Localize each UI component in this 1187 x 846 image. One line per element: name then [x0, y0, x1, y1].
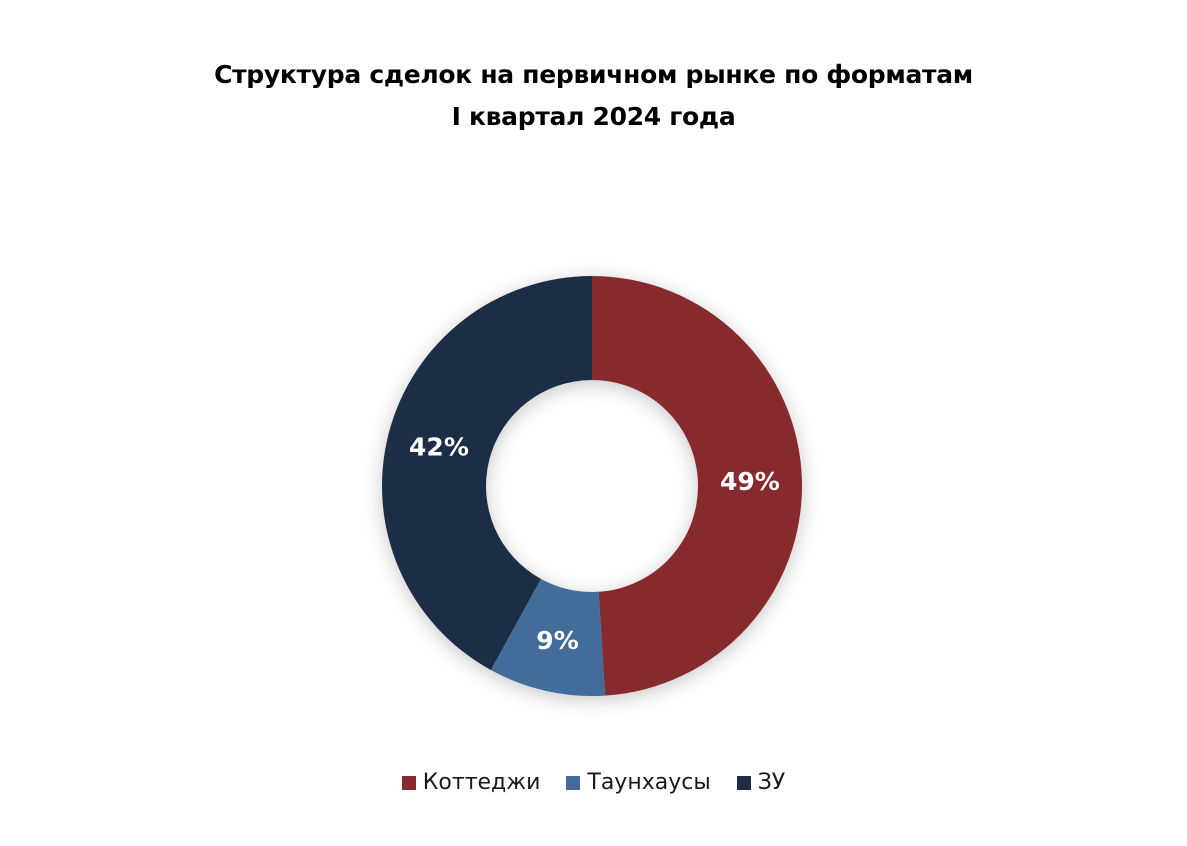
chart-subtitle: I квартал 2024 года [451, 102, 736, 131]
legend-label: Коттеджи [422, 770, 541, 795]
chart-legend: Коттеджи Таунхаусы ЗУ [0, 770, 1187, 795]
legend-item: ЗУ [736, 770, 786, 795]
legend-label: ЗУ [757, 770, 786, 795]
slice-data-label: 42% [409, 433, 469, 462]
donut-slice-3 [382, 276, 592, 671]
chart-title: Структура сделок на первичном рынке по ф… [0, 54, 1187, 138]
legend-swatch [401, 775, 416, 790]
legend-swatch [736, 775, 751, 790]
slice-data-label: 49% [720, 467, 780, 496]
legend-label: Таунхаусы [587, 770, 711, 795]
donut-slice-2 [490, 578, 606, 697]
donut-slices [382, 276, 803, 697]
donut-data-labels: 49% 9% 42% [409, 433, 780, 655]
legend-swatch [566, 775, 581, 790]
chart-title-line: Структура сделок на первичном рынке по ф… [214, 60, 973, 89]
legend-item: Таунхаусы [566, 770, 711, 795]
slice-data-label: 9% [536, 626, 578, 655]
donut-slice-1 [592, 276, 803, 696]
legend-item: Коттеджи [401, 770, 541, 795]
